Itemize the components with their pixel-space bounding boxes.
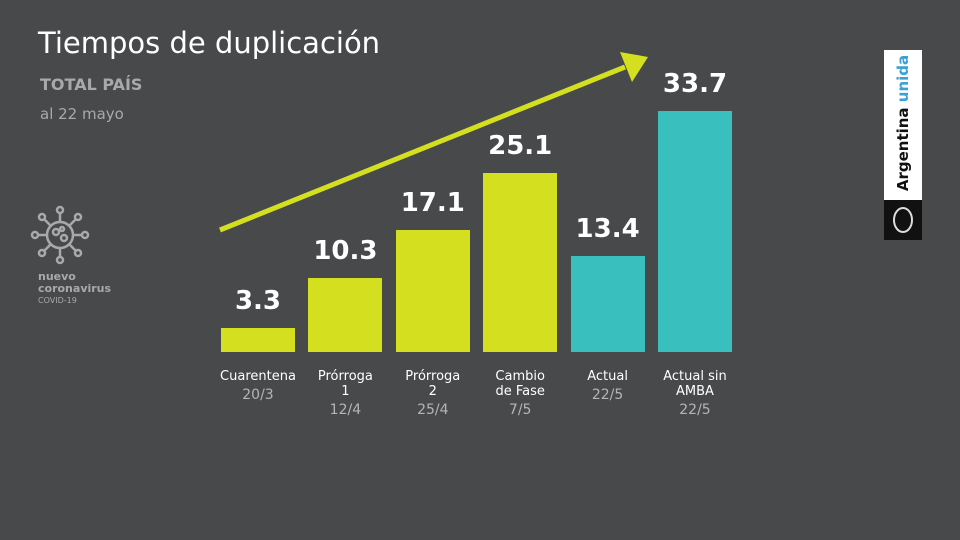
virus-label: nuevo coronavirus COVID-19 [38,271,111,307]
bar [483,172,558,352]
brand: Argentina unida [884,53,922,193]
x-tick-label: Prórroga 2 [405,369,461,399]
x-tick-label: Actual [587,369,628,384]
value-label: 3.3 [234,286,282,317]
x-tick-date: 12/4 [329,402,362,418]
x-tick-date: 22/5 [591,387,624,403]
value-label: 13.4 [575,214,640,245]
chart-title: Tiempos de duplicación [38,26,381,60]
virus-icon [30,205,90,265]
value-label: 25.1 [488,130,553,161]
x-tick-label: Prórroga 1 [317,369,373,399]
value-label: 10.3 [313,236,378,267]
virus-line: nuevo [38,270,76,283]
bar [221,328,295,352]
x-tick-date: 25/4 [417,402,449,418]
date-note: al 22 mayo [40,105,124,123]
arrow-head [620,52,648,82]
emblem-box [884,200,922,240]
trend-arrow [219,64,626,233]
x-tick-label: Actual sin AMBA [663,369,727,399]
bar [658,111,732,352]
bar [308,278,383,352]
x-tick-date: 20/3 [242,387,274,403]
bar [395,229,470,352]
x-tick-date: 7/5 [508,402,532,418]
emblem [893,207,913,233]
brand-motto: unida [894,54,912,103]
subtitle: TOTAL PAÍS [40,75,143,94]
value-label: 33.7 [662,69,728,99]
virus-line: coronavirus [38,282,112,295]
brand-box [884,50,922,200]
x-tick-date: 22/5 [679,402,711,418]
x-tick-label: Cambio de Fase [495,369,545,399]
x-tick-label: Cuarentena [220,369,296,384]
value-label: 17.1 [400,187,465,218]
virus-code: COVID-19 [38,296,77,305]
brand-country: Argentina [894,107,912,192]
bar [570,256,645,352]
